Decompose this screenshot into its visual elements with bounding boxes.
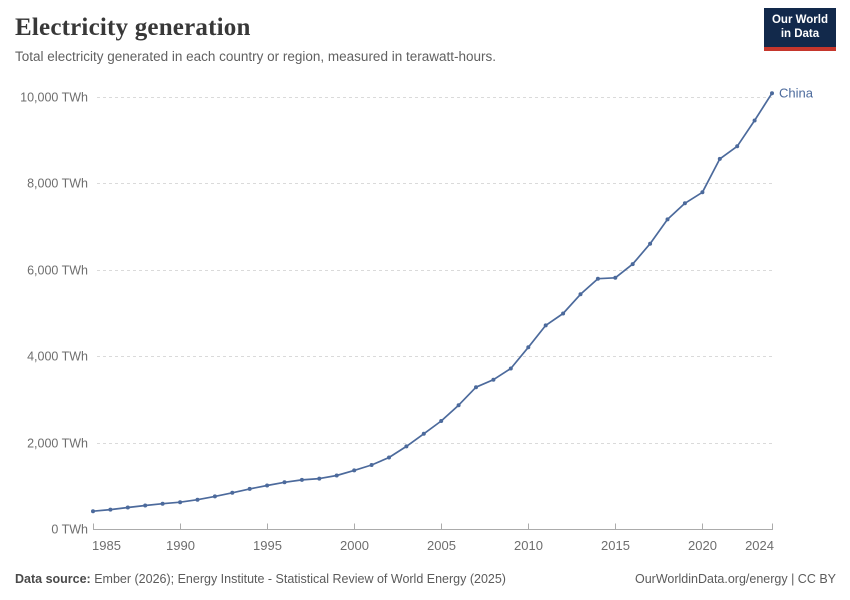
y-tick-label: 2,000 TWh bbox=[27, 437, 88, 451]
chart-header: Electricity generation Total electricity… bbox=[15, 14, 715, 64]
entity-label-china[interactable]: China bbox=[779, 86, 814, 101]
data-point[interactable] bbox=[456, 403, 461, 408]
data-point[interactable] bbox=[91, 509, 95, 514]
data-point[interactable] bbox=[369, 463, 374, 467]
data-point[interactable] bbox=[387, 455, 391, 460]
data-point[interactable] bbox=[491, 377, 496, 382]
data-point[interactable] bbox=[508, 366, 513, 371]
x-tick-label: 2005 bbox=[427, 538, 456, 553]
data-point[interactable] bbox=[404, 444, 409, 449]
data-point[interactable] bbox=[770, 91, 774, 96]
x-tick-label: 1985 bbox=[92, 538, 121, 553]
data-point[interactable] bbox=[108, 507, 113, 512]
data-point[interactable] bbox=[352, 468, 357, 473]
owid-logo-line1: Our World bbox=[771, 14, 828, 26]
data-source-note: Data source: Ember (2026); Energy Instit… bbox=[15, 572, 506, 586]
owid-logo[interactable]: Our World in Data bbox=[763, 8, 836, 51]
data-point[interactable] bbox=[665, 217, 670, 222]
y-tick-label: 8,000 TWh bbox=[27, 177, 88, 191]
y-tick-label: 6,000 TWh bbox=[27, 264, 88, 278]
x-tick-label: 2024 bbox=[745, 538, 774, 553]
data-point[interactable] bbox=[526, 345, 531, 350]
data-point[interactable] bbox=[334, 473, 339, 478]
page-title: Electricity generation bbox=[15, 14, 251, 41]
data-point[interactable] bbox=[543, 323, 548, 328]
data-point[interactable] bbox=[230, 490, 235, 495]
x-tick-label: 2020 bbox=[688, 538, 717, 553]
data-point[interactable] bbox=[682, 201, 687, 206]
data-point[interactable] bbox=[195, 497, 200, 502]
attribution-link[interactable]: OurWorldinData.org/energy | CC BY bbox=[634, 572, 836, 586]
data-point[interactable] bbox=[299, 477, 304, 482]
data-point[interactable] bbox=[474, 385, 478, 390]
owid-logo-accent-strip bbox=[763, 46, 836, 51]
y-tick-label: 0 TWh bbox=[51, 523, 88, 537]
series-line-china[interactable] bbox=[92, 92, 773, 513]
x-tick-label: 1990 bbox=[166, 538, 195, 553]
data-point[interactable] bbox=[265, 483, 270, 488]
data-point[interactable] bbox=[735, 144, 740, 149]
y-tick-label: 4,000 TWh bbox=[27, 350, 88, 364]
data-point[interactable] bbox=[595, 276, 600, 281]
data-point[interactable] bbox=[143, 503, 148, 508]
data-point[interactable] bbox=[178, 500, 183, 505]
data-point[interactable] bbox=[700, 190, 705, 195]
owid-logo-line2: in Data bbox=[780, 27, 820, 40]
page-subtitle: Total electricity generated in each coun… bbox=[15, 49, 496, 64]
chart-footer: Data source: Ember (2026); Energy Instit… bbox=[15, 572, 836, 586]
data-point[interactable] bbox=[160, 501, 165, 506]
data-source-label: Data source: bbox=[15, 572, 91, 586]
y-tick-label: 10,000 TWh bbox=[20, 91, 88, 105]
data-point[interactable] bbox=[421, 431, 426, 436]
data-point[interactable] bbox=[125, 505, 130, 510]
data-point[interactable] bbox=[212, 494, 217, 499]
data-point[interactable] bbox=[317, 476, 322, 481]
x-tick-label: 2000 bbox=[340, 538, 369, 553]
data-point[interactable] bbox=[561, 311, 566, 316]
data-point[interactable] bbox=[630, 262, 635, 267]
data-point[interactable] bbox=[282, 480, 287, 485]
data-source-text: Ember (2026); Energy Institute - Statist… bbox=[94, 572, 506, 586]
data-point[interactable] bbox=[578, 292, 583, 297]
x-tick-label: 1995 bbox=[253, 538, 282, 553]
data-point[interactable] bbox=[613, 275, 618, 280]
data-point[interactable] bbox=[648, 241, 653, 246]
data-point[interactable] bbox=[717, 156, 722, 161]
x-tick-label: 2015 bbox=[601, 538, 630, 553]
x-tick-label: 2010 bbox=[514, 538, 543, 553]
data-point[interactable] bbox=[752, 118, 757, 123]
data-point[interactable] bbox=[439, 419, 444, 423]
data-point[interactable] bbox=[247, 486, 252, 491]
